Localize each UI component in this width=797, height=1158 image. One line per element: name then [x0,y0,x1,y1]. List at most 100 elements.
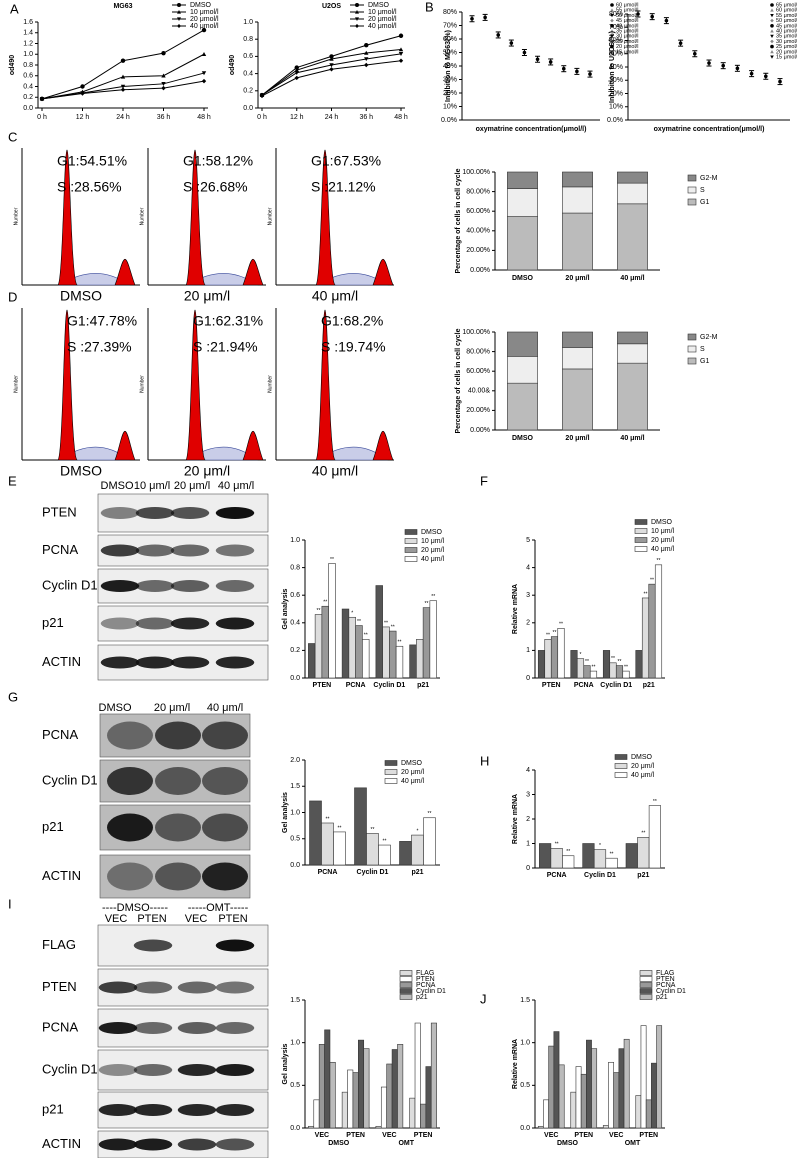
bar-segment [617,331,648,345]
bar [348,616,356,679]
marker [770,50,774,54]
marker [259,93,265,99]
blot-band [135,580,175,592]
chart-title: U2OS [322,3,341,10]
legend-swatch [639,982,653,988]
y-tick-label: 10% [609,104,623,111]
marker [610,29,614,33]
marker [693,51,697,56]
marker [39,96,45,102]
legend-label: 40 μmol/l [776,28,797,34]
chart: Percentage of cells in cell cycle 0.00% 20… [455,168,718,281]
legend-swatch [614,763,628,769]
bar-segment [562,171,593,188]
y-tick-label: 80.00% [466,188,490,195]
blot-band [98,1064,138,1076]
blot-row-label: FLAG [42,937,76,952]
significance: * [351,611,353,617]
marker [561,66,566,71]
bar [648,583,656,679]
y-tick-label: 0.6 [290,592,300,599]
blot-band [107,813,153,842]
panel-label: A [10,1,19,16]
y-axis-label: Inhibition to MG63(%) [445,30,452,102]
legend-swatch [639,988,653,994]
group-label: OMT [398,1140,414,1147]
bar [570,1091,577,1129]
y-tick-label: 1.2 [23,40,33,47]
marker [364,43,369,48]
bar [609,662,617,679]
y-tick-label: 60% [609,37,623,44]
significance: ** [357,619,361,625]
bar [321,605,329,679]
x-tick-label: Cyclin D1 [373,682,405,689]
y-tick-label: 30% [443,76,457,83]
marker [610,3,614,7]
legend-swatch [687,174,697,182]
bar [635,1095,642,1129]
marker [770,29,774,33]
flow-plot: Number G1:47.78% S :27.39% DMSO [13,308,140,479]
marker [364,57,369,62]
legend-swatch [614,754,628,760]
bar [562,855,575,869]
legend-swatch [639,976,653,982]
blot-column: 10 μm/l [134,480,170,492]
legend-swatch [639,994,653,1000]
significance: * [580,652,582,658]
marker [201,27,207,33]
bar [321,822,334,866]
legend-label: 15 μmol/l [616,49,638,55]
legend-label: DMSO [631,754,653,761]
blot-band [215,544,255,557]
y-axis-label: od490 [229,55,236,75]
chart: Inhibition to U2OS(%) oxymatrine concentr… [607,2,797,132]
x-tick-label: Cyclin D1 [600,682,632,689]
bar [544,639,552,679]
y-tick-label: 5 [526,537,530,544]
bar [429,600,437,679]
legend-label: 40 μm/l [401,778,425,785]
marker [575,69,579,74]
marker [120,87,126,92]
bar-segment [507,216,538,271]
y-tick-label: 1.0 [290,1040,300,1047]
bar [309,800,322,866]
x-tick-label: VEC [382,1132,396,1139]
significance: ** [555,842,559,848]
y-axis-label: Gel analysis [282,792,289,833]
bar [399,841,412,866]
y-axis-label: Inhibition to U2OS(%) [609,31,616,103]
bar [591,1048,598,1129]
marker [161,73,166,78]
marker [678,41,683,45]
bar [570,650,578,679]
marker [770,8,774,12]
x-tick-label: 20 μm/l [565,435,589,442]
bar [347,1069,354,1129]
blot-band [133,1022,173,1034]
y-axis-label: Relative mRNA [512,1039,519,1089]
bar [615,665,624,679]
blot-column: PTEN [137,913,166,925]
marker [483,15,487,20]
legend-label: 40 μmol/l [616,23,638,29]
y-tick-label: 0.4 [290,620,300,627]
flow-peak [242,430,264,461]
flow-condition: 20 μm/l [184,288,230,304]
marker [120,58,126,63]
bar [375,1125,382,1129]
bar [637,837,650,869]
panel-label: E [8,473,17,488]
bar-segment [507,171,538,189]
blot-band [177,981,217,994]
y-tick-label: 40% [609,64,623,71]
bar [648,805,661,869]
blot-band [100,507,140,519]
y-tick-label: 100.00% [462,169,490,176]
legend-label: DMSO [421,529,443,536]
legend-label: p21 [416,994,428,1001]
y-axis-label: Relative mRNA [512,584,519,634]
legend-swatch [404,538,418,544]
